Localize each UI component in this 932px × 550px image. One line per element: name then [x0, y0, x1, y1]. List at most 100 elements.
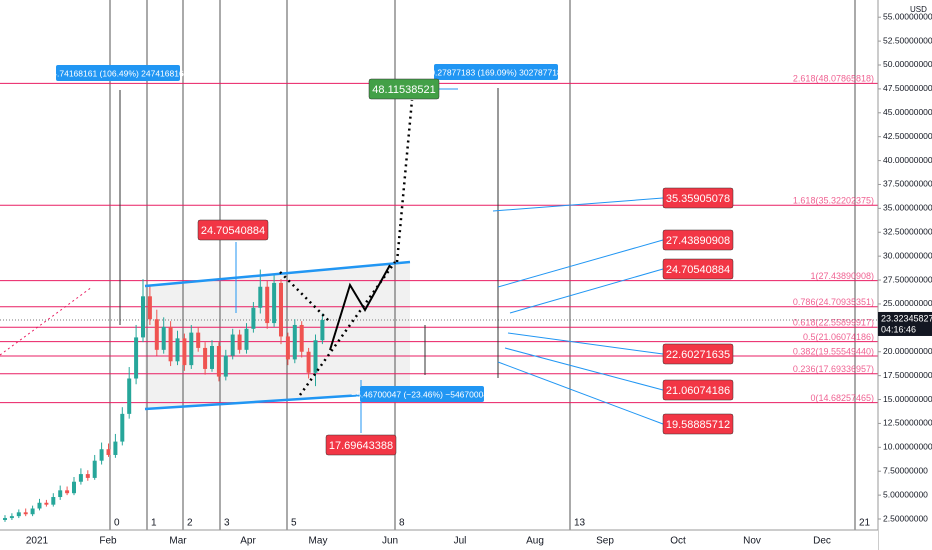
y-tick-label: 35.00000000 [883, 203, 932, 213]
x-tick-label: Feb [99, 536, 117, 547]
callout [504, 347, 664, 391]
x-tick-label: Aug [526, 536, 544, 547]
price-box-text: 35.35905078 [666, 193, 730, 205]
candle-body [23, 512, 28, 515]
annotation-box [56, 65, 180, 81]
callout [509, 268, 664, 314]
price-box [662, 187, 734, 209]
candle-body [16, 512, 21, 517]
candle-body [127, 378, 132, 414]
candle-body [141, 296, 145, 338]
time-zone-label: 21 [859, 518, 871, 529]
fib-label: 0.382(19.55549440) [793, 346, 874, 356]
time-zone-label: 2 [187, 518, 193, 529]
candle-body [154, 319, 159, 350]
candle-body [216, 346, 221, 377]
y-tick-label: 12.50000000 [883, 418, 932, 428]
channel-fill [145, 262, 410, 409]
x-tick-label: Jun [382, 536, 398, 547]
y-tick-label: 30.00000000 [883, 250, 932, 260]
callout [497, 239, 664, 288]
candle-body [182, 338, 187, 366]
candle-body [313, 340, 318, 373]
price-axis [878, 0, 932, 550]
time-zone-label: 8 [399, 518, 405, 529]
candle-body [58, 490, 63, 498]
candle-body [175, 338, 180, 362]
annotation-box [360, 386, 484, 402]
candle-body [210, 346, 214, 369]
candle-body [3, 518, 7, 520]
y-tick-label: 52.50000000 [883, 35, 932, 45]
candle-body [65, 490, 70, 494]
price-box-text: 24.70540884 [201, 225, 265, 237]
price-box [662, 258, 734, 280]
time-zone-label: 0 [114, 518, 120, 529]
price-box-text: 19.58885712 [666, 419, 730, 431]
candle-body [30, 508, 35, 515]
annotation-box [434, 64, 558, 80]
candle-body [306, 351, 311, 373]
candle-body [147, 296, 152, 320]
time-axis [0, 530, 878, 550]
candle-body [203, 347, 208, 369]
fib-label: 0.236(17.69336957) [793, 364, 874, 374]
fib-label: 0.5(21.06074186) [803, 332, 874, 342]
fib-label: 1.618(35.32202375) [793, 196, 874, 206]
y-tick-label: 47.50000000 [883, 83, 932, 93]
x-tick-label: Apr [240, 536, 256, 547]
y-tick-label: 32.50000000 [883, 227, 932, 237]
candle-body [44, 502, 49, 505]
candle-body [72, 481, 76, 494]
candle-body [292, 324, 297, 360]
x-tick-label: Dec [813, 536, 831, 547]
candle-body [272, 282, 277, 324]
price-box [662, 343, 734, 365]
dotted-pink [0, 286, 93, 356]
channel-top [144, 260, 411, 288]
y-tick-label: 2.50000000 [883, 513, 928, 523]
price-box [325, 434, 397, 456]
candle-body [37, 502, 42, 509]
y-tick-label: 5.00000000 [883, 489, 928, 499]
candle-body [78, 474, 83, 482]
price-box-text: 48.11538521 [372, 84, 435, 96]
x-tick-label: Sep [596, 536, 614, 547]
annotation-text: −5.46700047 (−23.46%) −546700047 [351, 389, 493, 399]
candle-body [230, 334, 235, 356]
fib-label: 0.618(22.55899917) [793, 318, 874, 328]
candle-body [161, 326, 166, 350]
candle-body [320, 320, 325, 341]
annotation-text: 24.74168161 (106.49%) 2474168161 [48, 68, 189, 78]
x-tick-label: May [309, 536, 328, 547]
candle-body [196, 332, 201, 348]
callout [507, 332, 664, 355]
y-tick-label: 50.00000000 [883, 59, 932, 69]
y-tick-label: 37.50000000 [883, 179, 932, 189]
price-box [662, 379, 734, 401]
x-tick-label: 2021 [26, 536, 49, 547]
x-tick-label: Mar [169, 536, 187, 547]
candle-body [92, 460, 97, 478]
candle-body [279, 282, 283, 337]
candle-body [299, 324, 304, 352]
time-zone-label: 1 [151, 518, 157, 529]
y-tick-label: 15.00000000 [883, 394, 932, 404]
last-price-box [878, 311, 932, 336]
last-price: 23.32345827 [881, 313, 932, 323]
annotation-text: 30.27877183 (169.09%) 3027877183 [426, 67, 567, 77]
y-tick-label: 7.50000000 [883, 465, 928, 475]
candle-body [258, 286, 263, 308]
price-box [368, 78, 440, 100]
candle-body [120, 413, 125, 442]
y-tick-label: 17.50000000 [883, 370, 932, 380]
price-box [197, 219, 269, 241]
price-box-text: 17.69643388 [329, 440, 393, 452]
candle-body [265, 286, 270, 324]
time-zone-label: 5 [291, 518, 297, 529]
candle-body [134, 337, 139, 379]
candle-body [244, 328, 249, 350]
candle-body [51, 497, 56, 505]
candle-body [113, 441, 118, 455]
